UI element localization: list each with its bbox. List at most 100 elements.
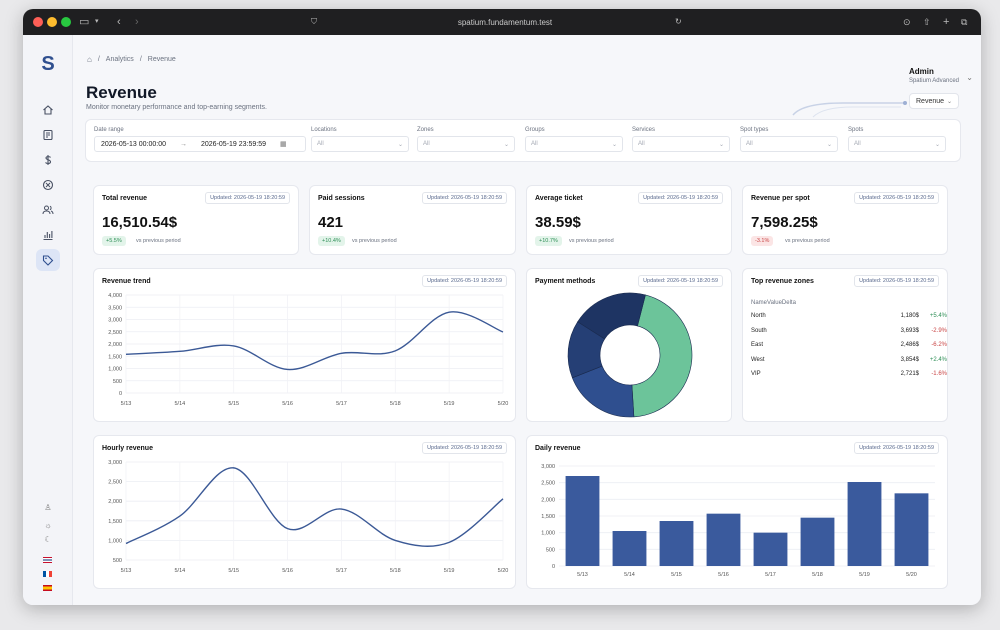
user-menu[interactable]: Admin Spatium Advanced ⌄ [908,67,973,84]
y-tick-label: 3,000 [108,460,122,466]
y-tick-label: 0 [119,391,122,397]
language-english-flag[interactable] [43,557,52,563]
x-tick-label: 5/18 [390,401,401,407]
x-tick-label: 5/16 [282,401,293,407]
chart-title: Hourly revenue [102,445,153,452]
x-tick-label: 5/17 [336,401,347,407]
select-value: All [638,141,645,147]
bar-chart-icon [43,231,53,241]
breadcrumb-item-analytics[interactable]: Analytics [105,56,134,63]
sidebar-item-users[interactable] [36,199,60,221]
back-icon[interactable]: ‹ [117,16,121,28]
theme-light-icon[interactable]: ☼ [44,521,52,530]
x-tick-label: 5/14 [174,401,185,407]
revenue-trend-card: Revenue trend Updated: 2026-05-19 18:20:… [93,268,516,422]
y-tick-label: 3,000 [541,464,555,470]
filter-label: Spot types [740,127,769,133]
x-tick-label: 5/15 [228,401,239,407]
groups-select[interactable]: All ⌄ [525,136,623,152]
filter-zones: Zones All ⌄ [417,127,515,152]
y-tick-label: 1,000 [541,531,555,537]
y-tick-label: 2,000 [541,497,555,503]
kpi-value: 38.59$ [535,214,581,231]
x-tick-label: 5/17 [336,568,347,574]
x-tick-label: 5/20 [498,401,509,407]
dollar-icon [45,155,52,165]
series-line [125,311,504,371]
y-tick-label: 2,000 [108,499,122,505]
updated-badge: Updated: 2026-05-19 18:20:59 [205,192,290,204]
shield-icon: ⛉ [311,17,317,26]
kpi-title: Paid sessions [318,195,365,202]
filter-locations: Locations All ⌄ [311,127,409,152]
filter-label: Zones [417,127,434,133]
kpi-value: 16,510.54$ [102,214,178,231]
share-icon[interactable]: ⇧ [923,17,931,27]
home-icon[interactable]: ⌂ [87,55,92,64]
filter-spots: Spots All ⌄ [848,127,946,152]
profile-icon[interactable]: ♙ [44,503,52,512]
filter-spot-types: Spot types All ⌄ [740,127,838,152]
user-name: Admin [908,67,934,76]
y-tick-label: 1,500 [541,514,555,520]
tabs-overview-icon[interactable]: ⧉ [961,17,968,27]
y-tick-label: 500 [113,558,122,564]
language-spanish-flag[interactable] [43,585,52,591]
select-value: All [746,141,753,147]
language-french-flag[interactable] [43,571,52,577]
download-icon[interactable]: ⊙ [903,17,911,27]
select-value: All [423,141,430,147]
y-tick-label: 4,000 [108,293,122,299]
locations-select[interactable]: All ⌄ [311,136,409,152]
sidebar-item-blocked[interactable] [36,174,60,196]
zoom-window-button[interactable] [61,17,71,27]
home-icon [43,105,53,115]
sidebar: S ♙ ☼ ☾ [23,35,73,605]
y-tick-label: 2,500 [541,481,555,487]
forward-icon[interactable]: › [135,16,139,28]
y-tick-label: 1,000 [108,538,122,544]
top-revenue-zones-card: Top revenue zones Updated: 2026-05-19 18… [742,268,948,422]
x-tick-label: 5/20 [906,572,917,578]
close-window-button[interactable] [33,17,43,27]
url-bar[interactable]: spatium.fundamentum.test [315,14,695,30]
y-tick-label: 1,500 [108,354,122,360]
kpi-delta-badge: +5.5% [102,236,126,246]
date-end: 2026-05-19 23:59:59 [201,140,266,148]
bar [894,493,929,566]
sidebar-item-revenue[interactable] [36,249,60,271]
zones-select[interactable]: All ⌄ [417,136,515,152]
sidebar-item-home[interactable] [36,99,60,121]
updated-badge: Updated: 2026-05-19 18:20:59 [854,275,939,287]
theme-dark-icon[interactable]: ☾ [44,535,52,544]
app-logo[interactable]: S [41,53,55,75]
sidebar-item-pricing[interactable] [36,149,60,171]
pie-slice[interactable] [577,292,646,340]
x-tick-label: 5/16 [718,572,729,578]
revenue-trend-chart: 0 500 1,000 1,500 2,000 2,500 3,000 3,500 4,000 5… [108,293,509,407]
filter-label: Services [632,127,656,133]
date-range-picker[interactable]: 2026-05-13 00:00:00 → 2026-05-19 23:59:5… [94,136,306,152]
sidebar-toggle-icon[interactable]: ▭ [79,16,90,28]
updated-badge: Updated: 2026-05-19 18:20:59 [854,442,939,454]
main-content: ⌂ / Analytics / Revenue Revenue Monitor … [73,35,981,605]
minimize-window-button[interactable] [47,17,57,27]
new-tab-icon[interactable]: + [943,16,950,28]
select-value: All [317,141,324,147]
services-select[interactable]: All ⌄ [632,136,730,152]
view-select[interactable]: Revenue ⌄ [909,93,959,109]
chevron-down-icon[interactable]: ▾ [95,18,99,25]
y-tick-label: 2,000 [108,342,122,348]
x-tick-label: 5/18 [390,568,401,574]
pie-slice[interactable] [631,294,693,418]
kpi-comparison: vs previous period [569,238,614,244]
reload-icon[interactable]: ↻ [675,17,682,26]
spot-types-select[interactable]: All ⌄ [740,136,838,152]
sidebar-item-reports[interactable] [36,124,60,146]
sidebar-item-analytics[interactable] [36,224,60,246]
x-tick-label: 5/15 [228,568,239,574]
y-tick-label: 500 [546,547,555,553]
payment-methods-card: Payment methods Updated: 2026-05-19 18:2… [526,268,732,422]
table-row: East 2,486$ -6.2% [751,342,947,349]
spots-select[interactable]: All ⌄ [848,136,946,152]
